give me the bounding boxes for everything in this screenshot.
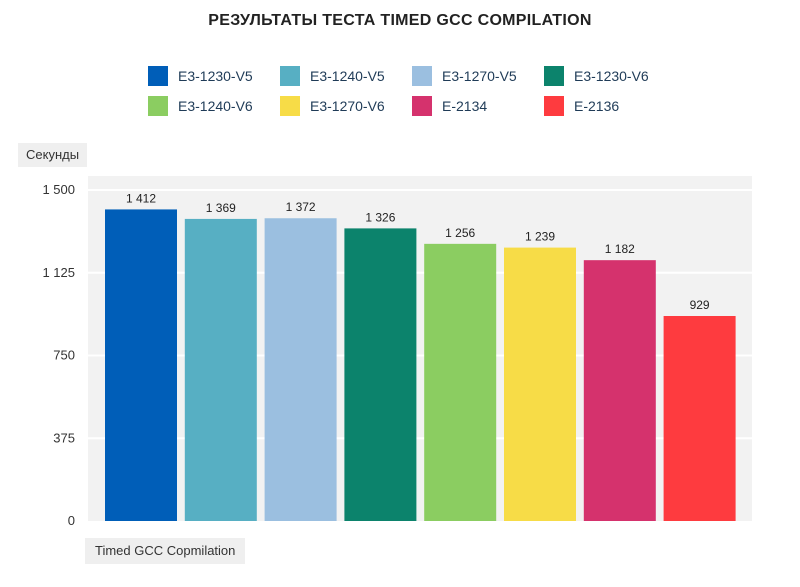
legend-label: E3-1240-V5 xyxy=(310,68,385,84)
bar-value-label: 1 182 xyxy=(605,242,635,256)
bar[interactable] xyxy=(583,260,656,521)
bar-value-label: 929 xyxy=(690,298,710,312)
y-tick-label: 375 xyxy=(53,430,75,445)
legend-label: E3-1230-V5 xyxy=(178,68,253,84)
legend-label: E3-1270-V6 xyxy=(310,98,385,114)
legend-swatch xyxy=(148,96,168,116)
legend-item[interactable]: E-2136 xyxy=(544,96,676,116)
legend-item[interactable]: E3-1240-V6 xyxy=(148,96,280,116)
legend-item[interactable]: E3-1230-V6 xyxy=(544,66,676,86)
chart-title: РЕЗУЛЬТАТЫ ТЕСТА TIMED GCC COMPILATION xyxy=(208,12,592,29)
legend-label: E3-1230-V6 xyxy=(574,68,649,84)
bar-value-label: 1 369 xyxy=(206,201,236,215)
y-tick-label: 0 xyxy=(68,513,75,528)
legend-label: E-2136 xyxy=(574,98,620,114)
bar[interactable] xyxy=(504,247,576,521)
bar-value-label: 1 239 xyxy=(525,230,555,244)
legend-swatch xyxy=(280,96,300,116)
legend: E3-1230-V5 E3-1240-V5 E3-1270-V5 E3-1230-V6… xyxy=(148,66,708,116)
legend-label: E3-1270-V5 xyxy=(442,68,517,84)
y-tick-label: 750 xyxy=(53,348,75,363)
legend-item[interactable]: E3-1270-V6 xyxy=(280,96,412,116)
bar-value-label: 1 412 xyxy=(126,191,156,205)
legend-swatch xyxy=(148,66,168,86)
legend-swatch xyxy=(544,96,564,116)
bar-value-label: 1 372 xyxy=(286,200,316,214)
bar-value-label: 1 256 xyxy=(445,226,475,240)
bar[interactable] xyxy=(264,218,337,521)
legend-item[interactable]: E3-1270-V5 xyxy=(412,66,544,86)
bar[interactable] xyxy=(344,228,417,521)
legend-label: E3-1240-V6 xyxy=(178,98,253,114)
legend-item[interactable]: E3-1240-V5 xyxy=(280,66,412,86)
legend-swatch xyxy=(544,66,564,86)
legend-item[interactable]: E-2134 xyxy=(412,96,544,116)
bar-value-label: 1 326 xyxy=(365,210,395,224)
legend-swatch xyxy=(280,66,300,86)
legend-swatch xyxy=(412,96,432,116)
bar[interactable] xyxy=(663,316,736,521)
bar[interactable] xyxy=(184,218,257,521)
bar[interactable] xyxy=(105,209,177,521)
y-tick-label: 1 125 xyxy=(42,265,75,280)
y-axis-label: Секунды xyxy=(18,143,88,167)
y-tick-label: 1 500 xyxy=(42,182,75,197)
legend-swatch xyxy=(412,66,432,86)
x-category-label: Timed GCC Copmilation xyxy=(85,538,246,564)
legend-item[interactable]: E3-1230-V5 xyxy=(148,66,280,86)
bar[interactable] xyxy=(424,243,497,522)
legend-label: E-2134 xyxy=(442,98,488,114)
